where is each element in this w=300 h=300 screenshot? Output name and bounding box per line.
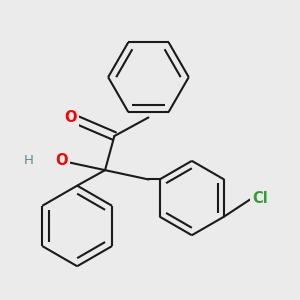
Text: H: H (24, 154, 34, 167)
Text: O: O (56, 153, 68, 168)
Text: Cl: Cl (252, 190, 268, 206)
Text: O: O (65, 110, 77, 125)
